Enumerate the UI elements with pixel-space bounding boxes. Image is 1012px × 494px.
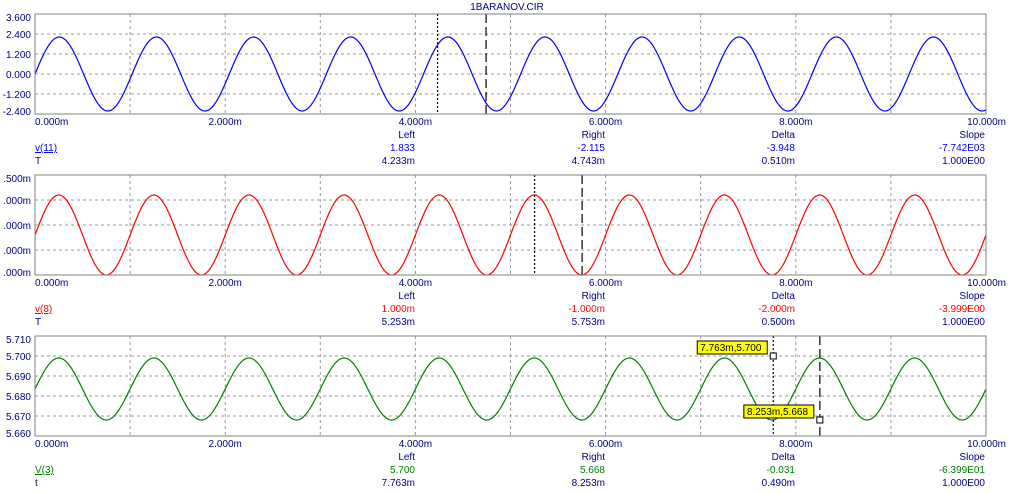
y-tick-label: 5.680 bbox=[6, 392, 31, 403]
data-tag-label: 7.763m,5.700 bbox=[700, 343, 762, 354]
x-tick-label: 4.000m bbox=[399, 278, 432, 289]
readout-value: -7.742E03 bbox=[939, 143, 986, 154]
readout-header: Slope bbox=[959, 130, 985, 141]
y-tick-label: .000m bbox=[3, 246, 31, 257]
y-tick-label: 0.000 bbox=[6, 70, 31, 81]
y-tick-label: 5.670 bbox=[6, 412, 31, 423]
readout-header: Right bbox=[582, 291, 606, 302]
x-tick-label: 6.000m bbox=[589, 278, 622, 289]
readout-header: Right bbox=[582, 452, 606, 463]
y-tick-label: .500m bbox=[3, 174, 31, 185]
readout-header: Delta bbox=[772, 452, 796, 463]
readout-value: -1.000m bbox=[568, 304, 605, 315]
x-tick-label: 6.000m bbox=[589, 439, 622, 450]
window-title: 1BARANOV.CIR bbox=[470, 2, 544, 13]
readout-row-label: V(3) bbox=[35, 465, 54, 476]
y-tick-label: 1.200 bbox=[6, 50, 31, 61]
readout-row-label: T bbox=[35, 156, 41, 167]
readout-value: 4.743m bbox=[572, 156, 605, 167]
readout-value: 0.490m bbox=[762, 478, 795, 489]
readout-row-label: T bbox=[35, 317, 41, 328]
x-tick-label: 8.000m bbox=[779, 439, 812, 450]
y-tick-label: 3.600 bbox=[6, 13, 31, 24]
readout-value: 5.253m bbox=[382, 317, 415, 328]
x-tick-label: 2.000m bbox=[209, 278, 242, 289]
x-tick-label: 10.000m bbox=[967, 117, 1006, 128]
series-line-v(8) bbox=[34, 194, 987, 276]
cursor-marker-box bbox=[769, 352, 777, 360]
readout-value: 1.000E00 bbox=[942, 317, 985, 328]
y-tick-label: 5.690 bbox=[6, 372, 31, 383]
y-tick-label: -2.400 bbox=[3, 107, 32, 118]
x-tick-label: 0.000m bbox=[35, 117, 68, 128]
readout-value: -3.948 bbox=[767, 143, 796, 154]
x-tick-label: 4.000m bbox=[399, 117, 432, 128]
readout-value: 8.253m bbox=[572, 478, 605, 489]
readout-row-label: t bbox=[35, 478, 38, 489]
y-tick-label: 5.660 bbox=[6, 429, 31, 440]
readout-value: 5.700 bbox=[390, 465, 415, 476]
y-tick-label: .000m bbox=[3, 196, 31, 207]
readout-header: Delta bbox=[772, 130, 796, 141]
readout-value: -2.000m bbox=[758, 304, 795, 315]
readout-header: Slope bbox=[959, 452, 985, 463]
y-tick-label: .000m bbox=[3, 221, 31, 232]
readout-header: Left bbox=[398, 291, 415, 302]
readout-value: 0.510m bbox=[762, 156, 795, 167]
x-tick-label: 2.000m bbox=[209, 117, 242, 128]
readout-value: 0.500m bbox=[762, 317, 795, 328]
x-tick-label: 4.000m bbox=[399, 439, 432, 450]
y-tick-label: 2.400 bbox=[6, 30, 31, 41]
data-tag-box bbox=[696, 340, 768, 355]
readout-value: 1.000E00 bbox=[942, 156, 985, 167]
readout-value: -0.031 bbox=[767, 465, 796, 476]
readout-row-label: v(8) bbox=[35, 304, 52, 315]
x-tick-label: 10.000m bbox=[967, 439, 1006, 450]
cursor-marker-box bbox=[816, 416, 824, 424]
readout-value: 1.833 bbox=[390, 143, 415, 154]
readout-value: -2.115 bbox=[577, 143, 605, 154]
data-tag-label: 8.253m,5.668 bbox=[747, 407, 809, 418]
readout-value: 5.753m bbox=[572, 317, 605, 328]
readout-row-label: v(11) bbox=[35, 143, 57, 154]
readout-value: 1.000E00 bbox=[942, 478, 985, 489]
x-tick-label: 8.000m bbox=[779, 278, 812, 289]
readout-value: 5.668 bbox=[580, 465, 605, 476]
data-tag-box bbox=[743, 404, 815, 419]
plot-frame bbox=[34, 174, 987, 276]
series-line-V(3) bbox=[34, 357, 987, 421]
x-tick-label: 0.000m bbox=[35, 278, 68, 289]
readout-header: Right bbox=[582, 130, 606, 141]
y-tick-label: .000m bbox=[3, 268, 31, 279]
readout-header: Left bbox=[398, 452, 415, 463]
plot-frame bbox=[34, 335, 987, 437]
readout-value: 1.000m bbox=[382, 304, 415, 315]
x-tick-label: 2.000m bbox=[209, 439, 242, 450]
x-tick-label: 8.000m bbox=[779, 117, 812, 128]
readout-value: -3.999E00 bbox=[939, 304, 986, 315]
series-line-v(11) bbox=[34, 36, 987, 112]
plot-frame bbox=[34, 13, 987, 115]
readout-value: 7.763m bbox=[382, 478, 415, 489]
y-tick-label: 5.700 bbox=[6, 352, 31, 363]
readout-header: Left bbox=[398, 130, 415, 141]
x-tick-label: 10.000m bbox=[967, 278, 1006, 289]
y-tick-label: -1.200 bbox=[3, 90, 32, 101]
y-tick-label: 5.710 bbox=[6, 335, 31, 346]
readout-header: Slope bbox=[959, 291, 985, 302]
readout-value: -6.399E01 bbox=[939, 465, 986, 476]
x-tick-label: 0.000m bbox=[35, 439, 68, 450]
readout-value: 4.233m bbox=[382, 156, 415, 167]
readout-header: Delta bbox=[772, 291, 796, 302]
x-tick-label: 6.000m bbox=[589, 117, 622, 128]
